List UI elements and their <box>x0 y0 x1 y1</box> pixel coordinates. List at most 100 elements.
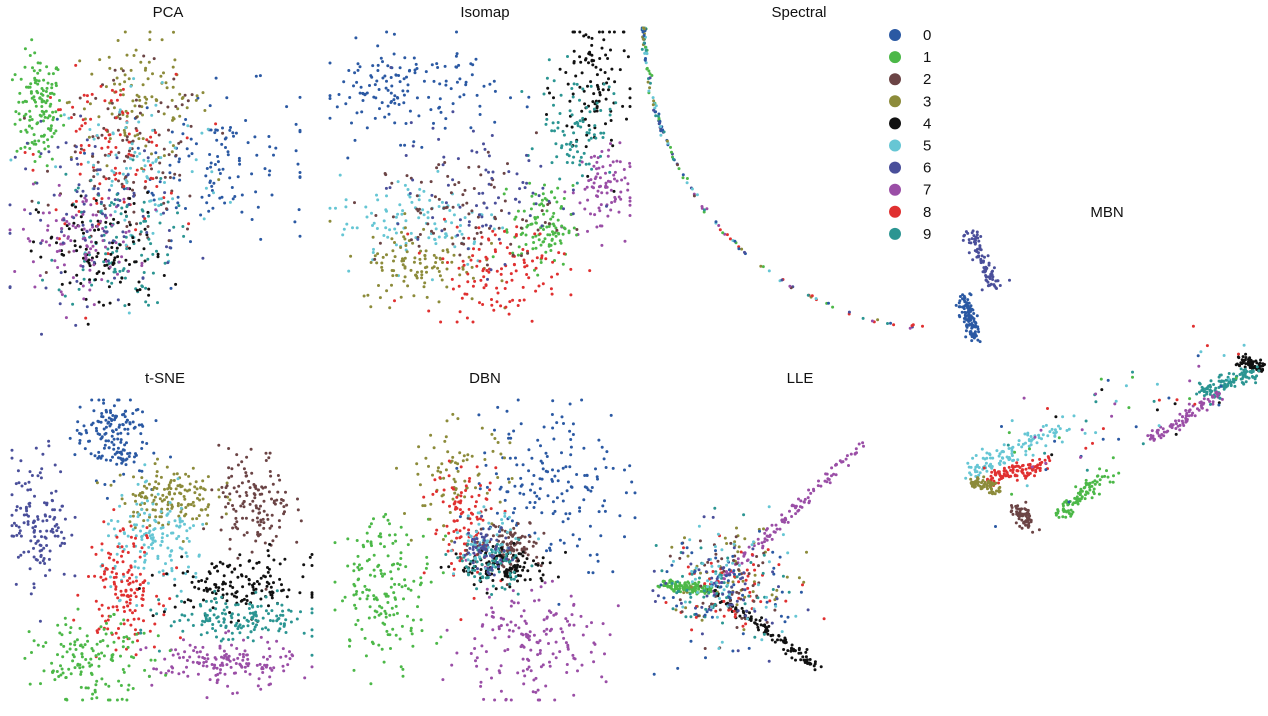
point-class-3 <box>194 98 198 102</box>
point-class-0 <box>582 446 586 450</box>
point-class-9 <box>217 620 221 624</box>
point-class-1 <box>553 196 557 200</box>
point-class-4 <box>113 256 117 260</box>
point-class-6 <box>38 529 42 533</box>
point-class-3 <box>145 97 149 101</box>
point-class-4 <box>247 578 251 582</box>
point-class-2 <box>263 541 267 545</box>
point-class-9 <box>209 599 213 603</box>
point-class-4 <box>244 602 248 606</box>
point-class-3 <box>122 128 126 132</box>
point-class-4 <box>116 221 120 224</box>
point-class-7 <box>60 293 64 297</box>
point-class-9 <box>547 58 551 62</box>
point-class-4 <box>512 564 516 568</box>
point-class-4 <box>109 252 113 256</box>
point-class-1 <box>505 230 509 234</box>
point-class-3 <box>197 514 201 518</box>
point-class-9 <box>576 121 580 125</box>
point-class-6 <box>96 192 100 196</box>
point-class-0 <box>484 463 488 467</box>
point-class-2 <box>96 210 100 214</box>
point-class-9 <box>886 322 889 325</box>
point-class-7 <box>613 170 617 174</box>
point-class-9 <box>514 575 518 579</box>
point-class-9 <box>599 109 603 112</box>
point-class-8 <box>514 269 518 273</box>
point-class-3 <box>436 469 440 473</box>
point-class-1 <box>390 563 394 567</box>
point-class-4 <box>75 273 79 277</box>
point-class-9 <box>565 161 569 164</box>
point-class-6 <box>477 213 481 217</box>
point-class-2 <box>242 500 246 503</box>
point-class-5 <box>197 553 201 557</box>
point-class-9 <box>220 611 224 615</box>
point-class-6 <box>62 572 66 576</box>
point-class-6 <box>145 231 149 234</box>
point-class-0 <box>508 456 512 460</box>
point-class-5 <box>154 520 158 524</box>
point-class-2 <box>158 161 162 165</box>
point-class-8 <box>134 628 137 632</box>
point-class-2 <box>244 474 248 478</box>
point-class-0 <box>342 80 346 84</box>
point-class-8 <box>522 261 526 265</box>
point-class-7 <box>82 297 86 301</box>
point-class-1 <box>549 249 553 252</box>
point-class-6 <box>32 520 36 524</box>
point-class-9 <box>601 136 605 139</box>
point-class-8 <box>98 182 102 186</box>
point-class-9 <box>614 101 618 105</box>
point-class-7 <box>167 669 171 673</box>
point-class-2 <box>123 159 126 163</box>
point-class-1 <box>59 114 63 118</box>
point-class-4 <box>541 556 545 560</box>
point-class-0 <box>569 438 573 441</box>
point-class-6 <box>525 153 528 157</box>
point-class-8 <box>551 260 555 264</box>
point-class-2 <box>173 172 177 176</box>
point-class-0 <box>551 479 554 483</box>
point-class-3 <box>166 487 170 491</box>
point-class-5 <box>62 113 66 117</box>
point-class-3 <box>170 497 174 501</box>
point-class-1 <box>122 618 126 622</box>
point-class-6 <box>121 230 125 234</box>
point-class-8 <box>78 172 82 176</box>
point-class-0 <box>451 102 455 106</box>
point-class-6 <box>517 200 521 204</box>
point-class-6 <box>19 553 23 557</box>
point-class-6 <box>20 484 24 488</box>
point-class-1 <box>644 45 647 49</box>
point-class-9 <box>147 214 150 218</box>
point-class-3 <box>402 279 406 283</box>
point-class-0 <box>110 440 114 444</box>
point-class-7 <box>524 622 528 625</box>
point-class-0 <box>399 143 403 147</box>
point-class-1 <box>60 667 64 671</box>
point-class-9 <box>241 624 245 628</box>
point-class-8 <box>94 552 98 556</box>
point-class-2 <box>259 504 262 508</box>
point-class-4 <box>238 563 242 567</box>
point-class-1 <box>83 643 87 647</box>
point-class-1 <box>59 664 62 668</box>
point-class-5 <box>427 236 431 240</box>
point-class-7 <box>499 624 503 627</box>
point-class-2 <box>245 531 249 535</box>
point-class-8 <box>145 526 149 530</box>
point-class-2 <box>470 209 474 213</box>
point-class-7 <box>256 684 260 688</box>
point-class-1 <box>406 587 410 591</box>
point-class-2 <box>378 241 382 245</box>
point-class-1 <box>346 564 350 568</box>
point-class-2 <box>429 180 433 184</box>
point-class-6 <box>490 566 494 570</box>
point-class-1 <box>352 668 356 672</box>
point-class-4 <box>545 113 548 116</box>
point-class-0 <box>455 65 459 69</box>
point-class-3 <box>123 131 127 135</box>
point-class-8 <box>534 289 538 293</box>
point-class-2 <box>252 492 256 496</box>
